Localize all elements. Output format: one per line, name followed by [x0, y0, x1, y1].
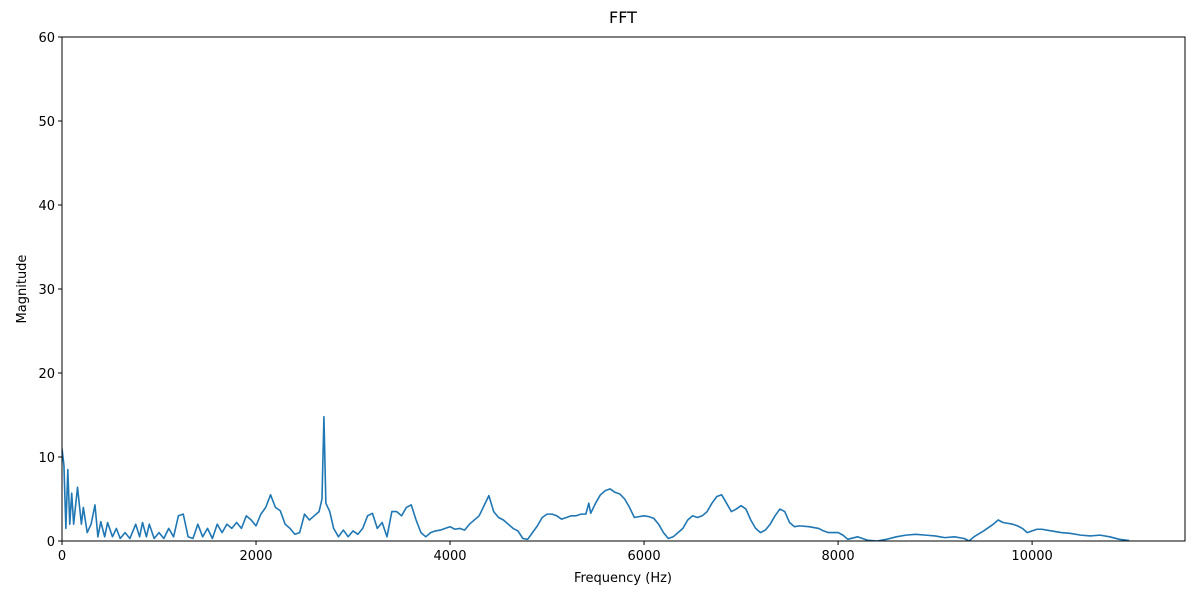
y-tick-label: 40 — [38, 199, 55, 214]
x-tick-label: 2000 — [239, 549, 272, 564]
data-line — [62, 415, 1130, 541]
plot-frame — [61, 36, 1186, 542]
x-tick-label: 10000 — [1011, 549, 1052, 564]
x-tick-label: 6000 — [628, 549, 661, 564]
chart-title: FFT — [609, 8, 637, 27]
y-tick-label: 10 — [38, 451, 55, 466]
y-tick-label: 60 — [38, 31, 55, 46]
x-tick-label: 8000 — [822, 549, 855, 564]
y-tick-label: 50 — [38, 115, 55, 130]
x-tick-label: 4000 — [433, 549, 466, 564]
x-axis-label: Frequency (Hz) — [574, 571, 672, 586]
x-tick-label: 0 — [58, 549, 66, 564]
y-tick-label: 0 — [47, 535, 55, 550]
y-tick-label: 30 — [38, 283, 55, 298]
y-axis-label: Magnitude — [15, 255, 30, 324]
y-tick-label: 20 — [38, 367, 55, 382]
